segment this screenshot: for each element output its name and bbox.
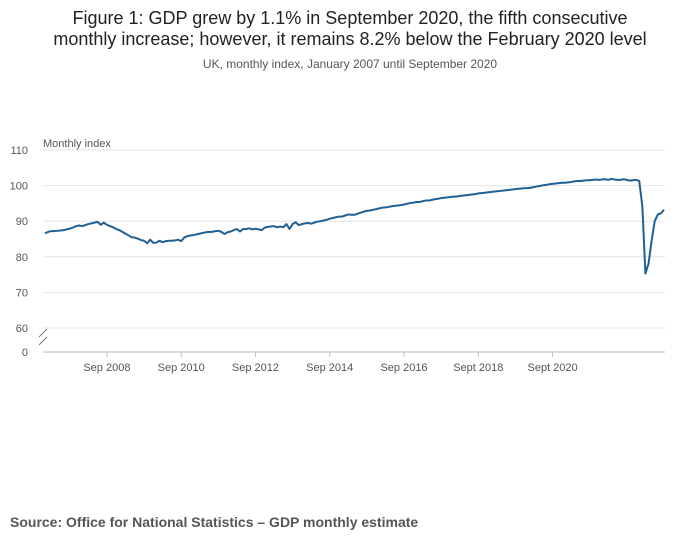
x-tick-label: Sep 2012 (232, 362, 279, 374)
x-tick-label: Sep 2008 (83, 362, 130, 374)
x-tick-label: Sep 2010 (158, 362, 205, 374)
y-tick-label: 110 (10, 145, 28, 157)
chart-title: Figure 1: GDP grew by 1.1% in September … (0, 8, 700, 50)
x-axis-ticks: Sep 2008 Sep 2010 Sep 2012 Sep 2014 Sep 2016… (83, 352, 578, 374)
axis-break-marker (38, 328, 48, 346)
y-tick-label: 100 (10, 181, 28, 193)
axis-break-slash (38, 328, 48, 338)
x-tick-label: Sept 2020 (528, 362, 578, 374)
y-tick-label: 70 (16, 287, 28, 299)
y-tick-label: 80 (16, 252, 28, 264)
y-axis-ticks: 110 100 90 80 70 60 0 (10, 145, 28, 359)
x-tick-label: Sep 2016 (380, 362, 427, 374)
axis-break-slash (38, 336, 48, 346)
gridlines (43, 149, 665, 353)
y-axis-label: Monthly index (43, 138, 111, 150)
series-line-gdp-index (44, 177, 665, 275)
x-tick-label: Sep 2014 (306, 362, 353, 374)
chart-subtitle: UK, monthly index, January 2007 until Se… (202, 57, 498, 71)
series-group (44, 177, 665, 275)
y-tick-label-zero: 0 (22, 347, 28, 359)
x-tick-label: Sept 2018 (453, 362, 503, 374)
y-tick-label: 60 (16, 323, 28, 335)
chart-title-line-1: Figure 1: GDP grew by 1.1% in September … (72, 8, 628, 28)
chart-title-line-2: monthly increase; however, it remains 8.… (53, 29, 647, 49)
source-note: Source: Office for National Statistics –… (10, 514, 419, 530)
y-tick-label: 90 (16, 216, 28, 228)
